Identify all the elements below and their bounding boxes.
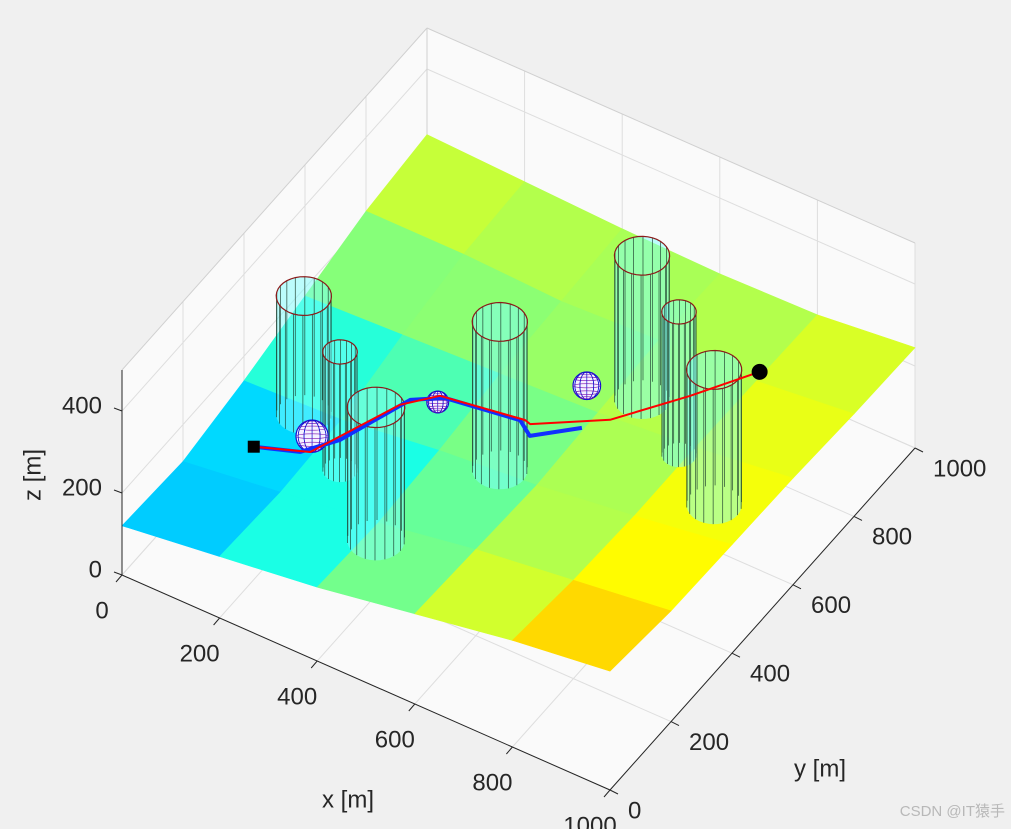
sphere-parallel [426, 400, 449, 404]
end-marker [751, 363, 768, 380]
z-axis-label: z [m] [19, 449, 46, 501]
cylinder-rim [275, 276, 333, 317]
cylinder-bottom [347, 520, 405, 561]
y-tick-label: 200 [689, 729, 729, 756]
cylinder-rim [613, 235, 671, 276]
x-tick-label: 200 [180, 640, 220, 667]
cylinder-bottom [472, 450, 528, 490]
path-line [253, 370, 760, 453]
z-tick [113, 571, 123, 576]
sphere-parallel [295, 433, 329, 439]
sphere-parallel [431, 410, 444, 413]
sphere-meridian [297, 419, 327, 453]
cylinder-top [614, 236, 670, 276]
threat-sphere [426, 390, 450, 414]
grid-line [121, 68, 428, 412]
z-tick [113, 407, 123, 412]
cylinder-body [614, 236, 670, 419]
terrain-cell [511, 579, 672, 672]
box-edge [121, 27, 428, 371]
cylinder [346, 386, 406, 561]
y-tick-label: 400 [750, 661, 790, 688]
cylinder [471, 301, 529, 490]
sphere-parallel [572, 383, 601, 389]
cylinder-rim [346, 386, 406, 429]
x-tick-label: 0 [95, 597, 108, 624]
y-tick-label: 0 [628, 797, 641, 824]
z-tick [113, 489, 123, 494]
cylinder-top [661, 299, 697, 324]
sphere-parallel [579, 372, 595, 376]
sphere-parallel [574, 376, 600, 381]
sphere-meridian [574, 371, 600, 400]
z-tick-label: 200 [62, 474, 102, 501]
y-tick-label: 1000 [933, 455, 986, 482]
cylinder [613, 235, 671, 420]
cylinder-body [472, 302, 528, 490]
cylinder-bottom [686, 485, 742, 525]
x-tick [310, 660, 318, 669]
y-tick [670, 721, 680, 727]
z-tick-label: 0 [89, 556, 102, 583]
y-tick [853, 515, 863, 521]
start-marker [247, 440, 260, 453]
x-tick-label: 400 [277, 683, 317, 710]
y-tick-label: 800 [872, 524, 912, 551]
cylinder [685, 349, 743, 525]
cylinder-top [472, 302, 528, 342]
wall-pane [122, 28, 427, 575]
x-tick [408, 703, 416, 712]
sphere-parallel [579, 396, 595, 400]
cylinder-rim [322, 339, 358, 365]
cylinder-top [686, 350, 742, 390]
cylinder-side [686, 369, 742, 505]
sphere-parallel [431, 391, 444, 394]
sphere-parallel [574, 390, 600, 395]
sphere-parallel [427, 405, 448, 410]
cylinder-body [686, 350, 742, 525]
axis-line [609, 447, 916, 791]
x-tick [115, 574, 123, 583]
cylinder-rim [471, 301, 529, 342]
cylinder-top [322, 339, 358, 365]
cylinder-rim [661, 299, 697, 325]
x-tick [603, 789, 611, 798]
grid-line [426, 68, 916, 285]
x-tick [506, 746, 513, 755]
cylinder-body [347, 387, 405, 561]
sphere-meridian [427, 390, 448, 414]
cylinder-top [347, 387, 405, 428]
cylinder-bottom [614, 380, 670, 419]
axis-line [121, 574, 611, 791]
cylinder-side [614, 255, 670, 400]
y-tick [914, 447, 924, 453]
x-tick-label: 1000 [563, 812, 616, 829]
box-edge [426, 27, 916, 244]
sphere-parallel [297, 425, 327, 431]
x-tick [213, 617, 220, 626]
cylinder-side [472, 321, 528, 470]
y-tick [609, 789, 619, 795]
x-tick-label: 800 [472, 769, 512, 796]
z-tick-label: 400 [62, 392, 102, 419]
x-axis-label: x [m] [322, 786, 374, 813]
cylinder [275, 276, 333, 434]
cylinder-top [276, 276, 332, 316]
y-tick [731, 652, 741, 658]
y-axis-label: y [m] [794, 755, 846, 782]
threat-sphere [572, 371, 602, 401]
sphere-parallel [303, 420, 321, 424]
y-tick-label: 600 [811, 592, 851, 619]
cylinder-rim [685, 349, 743, 390]
x-tick-label: 600 [375, 726, 415, 753]
y-tick [792, 584, 802, 590]
watermark: CSDN @IT猿手 [900, 803, 1005, 820]
